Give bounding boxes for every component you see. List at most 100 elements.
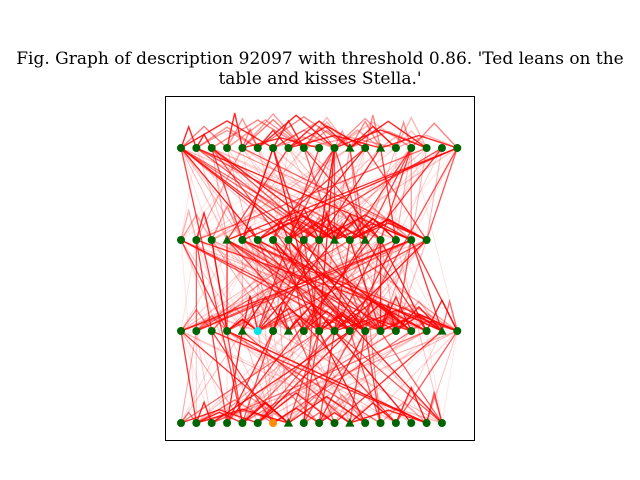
inter-edge-1-2: [180, 147, 259, 241]
graph-node: [238, 236, 247, 244]
inter-edge-1-2: [196, 147, 366, 241]
graph-node: [345, 143, 355, 152]
graph-node: [223, 327, 232, 335]
graph-node: [269, 236, 278, 244]
graph-node: [437, 144, 446, 152]
graph-node: [192, 144, 201, 152]
inter-edge-2-3: [226, 239, 412, 332]
graph-node: [253, 144, 262, 152]
inter-edge-3-4: [272, 330, 427, 424]
intra-edge-layer-2: [334, 207, 412, 241]
inter-edge-3-4: [196, 330, 381, 424]
inter-edge-1-2: [287, 147, 366, 241]
graph-node: [437, 326, 447, 335]
intra-edge-layer-4: [349, 402, 397, 424]
inter-edge-1-2: [195, 147, 320, 241]
inter-edge-3-4: [180, 330, 366, 424]
inter-edge-3-4: [242, 330, 427, 424]
graph-node: [253, 419, 262, 427]
graph-node: [330, 419, 339, 427]
inter-edge-2-3: [349, 239, 428, 332]
intra-edge-layer-3: [379, 317, 397, 332]
inter-edge-1-2: [349, 147, 366, 241]
graph-node: [407, 236, 416, 244]
inter-edge-2-3: [211, 239, 274, 332]
intra-edge-layer-1: [226, 117, 259, 149]
inter-edge-2-3: [272, 239, 381, 332]
inter-edge-1-2: [211, 147, 351, 241]
graph-node: [284, 236, 293, 244]
inter-edge-3-4: [241, 330, 335, 424]
inter-edge-1-2: [272, 147, 381, 241]
intra-edge-layer-1: [303, 121, 351, 149]
intra-edge-layer-1: [334, 129, 427, 149]
intra-edge-layer-1: [410, 122, 458, 149]
inter-edge-1-3: [180, 147, 289, 332]
intra-edge-layer-1: [180, 120, 274, 149]
inter-edge-3-4: [272, 330, 289, 424]
inter-edge-3-4: [318, 330, 351, 424]
inter-edge-1-2: [318, 147, 427, 241]
inter-edge-2-4: [395, 239, 443, 424]
intra-edge-layer-4: [288, 395, 366, 424]
inter-edge-2-3: [349, 239, 428, 332]
graph-node: [329, 235, 340, 244]
inter-edge-1-2: [195, 147, 243, 241]
graph-node: [177, 236, 185, 244]
inter-edge-1-4: [303, 147, 351, 424]
inter-edge-3-4: [196, 330, 381, 424]
graph-node: [192, 419, 201, 427]
intra-edge-layer-3: [226, 319, 259, 332]
graph-node: [315, 419, 324, 427]
graph-node: [330, 144, 339, 152]
graph-node: [177, 144, 185, 152]
intra-edge-layer-1: [349, 125, 397, 149]
inter-edge-1-2: [180, 147, 397, 241]
inter-edge-1-3: [272, 147, 320, 332]
inter-edge-2-3: [196, 239, 351, 332]
inter-edge-1-2: [180, 147, 289, 241]
inter-edge-3-4: [257, 330, 351, 424]
graph-node: [315, 144, 324, 152]
inter-edge-2-3: [257, 239, 305, 332]
graph-node: [299, 419, 308, 427]
graph-node: [237, 326, 247, 335]
inter-edge-3-4: [395, 330, 458, 424]
graph-node: [253, 327, 262, 335]
graph-node: [376, 327, 385, 335]
graph-node: [391, 327, 400, 335]
graph-node: [223, 144, 232, 152]
inter-edge-2-3: [410, 239, 443, 332]
inter-edge-1-2: [379, 147, 412, 241]
inter-edge-3-4: [195, 330, 228, 424]
inter-edge-3-4: [211, 330, 458, 424]
intra-edge-layer-3: [257, 317, 335, 332]
inter-edge-1-2: [257, 147, 366, 241]
inter-edge-1-4: [241, 147, 336, 424]
inter-edge-1-2: [425, 147, 458, 241]
intra-edge-layer-4: [195, 400, 213, 424]
inter-edge-3-4: [196, 330, 351, 424]
graph-node: [223, 419, 232, 427]
graph-node: [238, 144, 247, 152]
intra-edge-layer-2: [180, 208, 198, 241]
graph-node: [269, 144, 278, 152]
intra-edge-layer-1: [349, 120, 427, 149]
graph-node: [391, 144, 400, 152]
inter-edge-1-2: [180, 147, 243, 241]
inter-edge-3-4: [395, 330, 443, 424]
graph-node: [361, 327, 370, 335]
inter-edge-2-4: [257, 239, 336, 424]
graph-node: [269, 419, 278, 427]
intra-edge-layer-3: [241, 296, 274, 332]
intra-edge-layer-1: [380, 135, 412, 149]
inter-edge-3-4: [180, 330, 228, 424]
inter-edge-2-3: [241, 239, 274, 332]
intra-edge-layer-4: [318, 393, 366, 424]
inter-edge-1-3: [318, 147, 336, 332]
intra-edge-layer-4: [196, 410, 289, 424]
intra-edge-layer-4: [180, 411, 197, 424]
intra-edge-layer-1: [287, 120, 351, 149]
inter-edge-2-3: [364, 239, 428, 332]
